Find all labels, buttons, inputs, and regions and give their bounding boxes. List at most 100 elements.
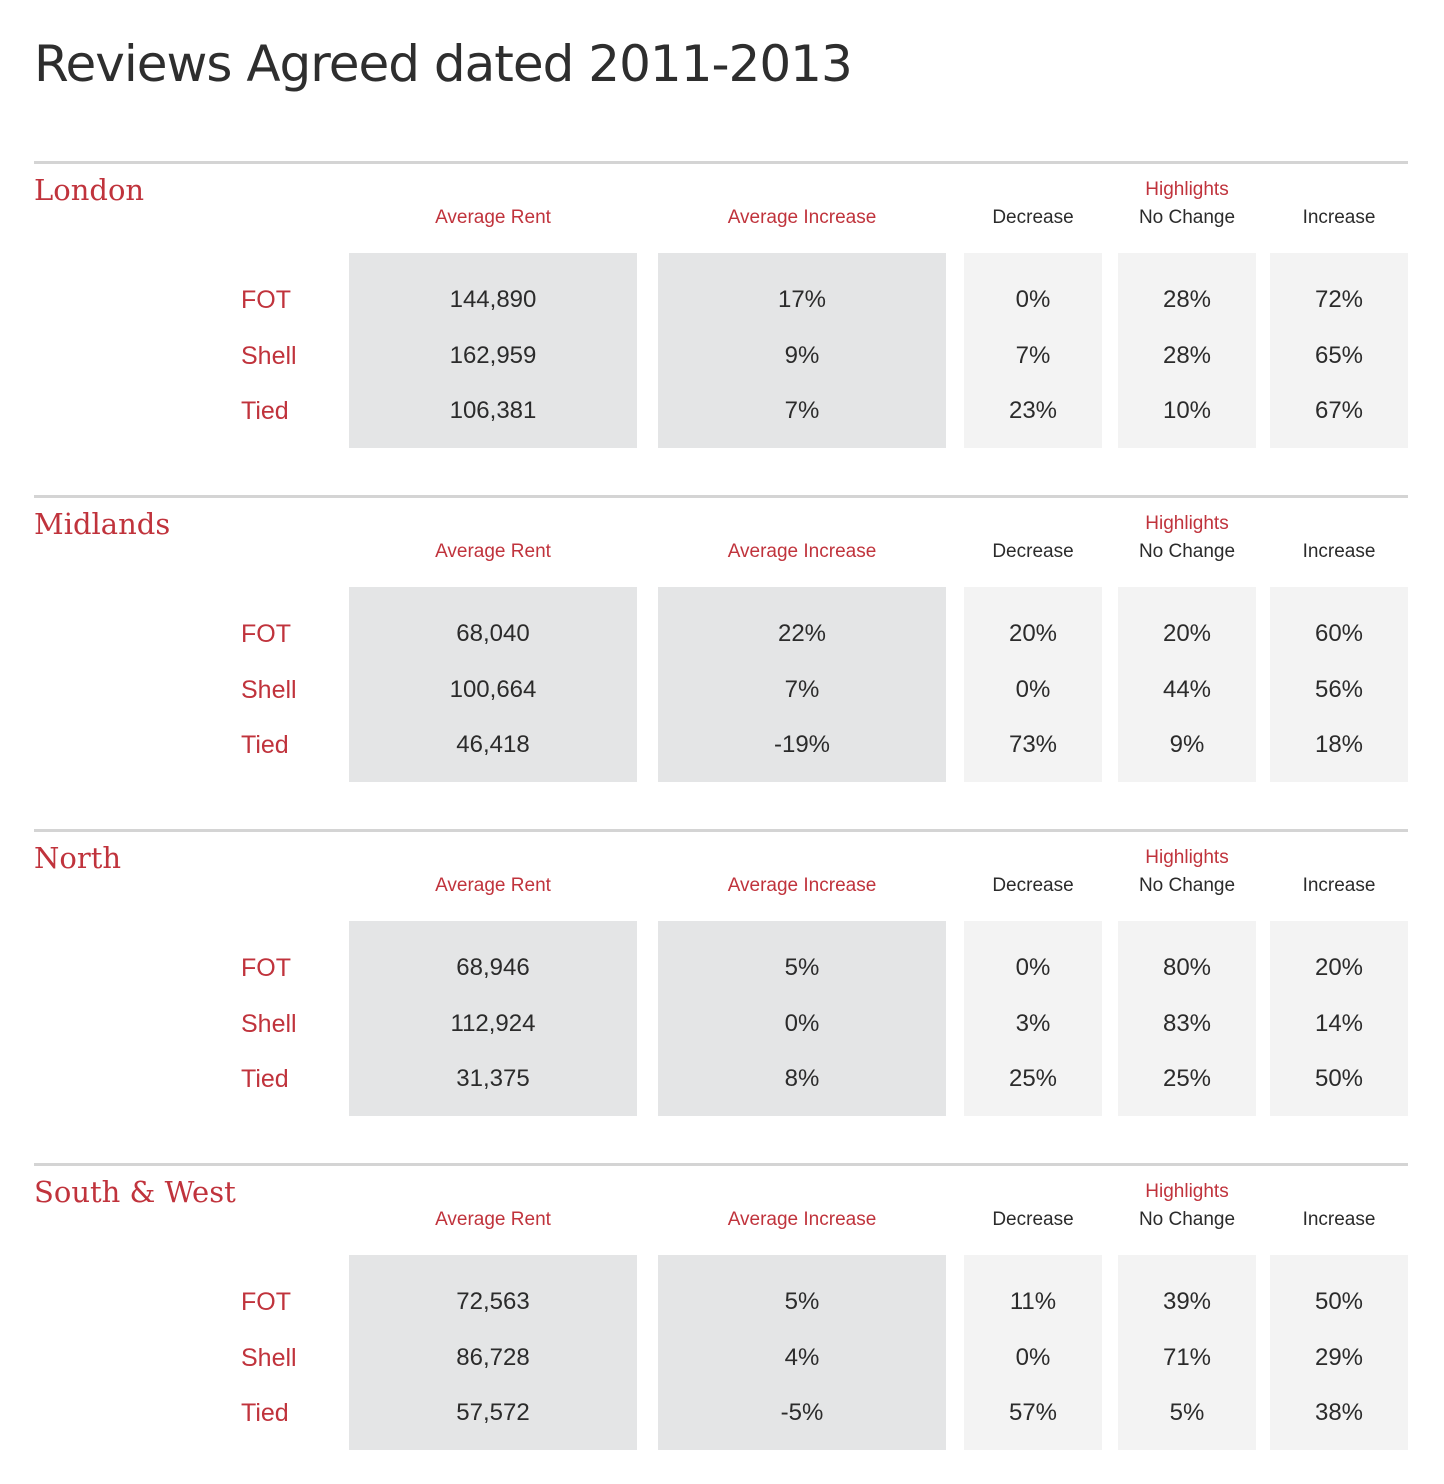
column-header-average-increase: Average Increase — [727, 541, 877, 562]
cell-average-rent: 106,381 — [449, 397, 537, 424]
cell-no-change: 44% — [1162, 676, 1212, 703]
cell-increase: 50% — [1314, 1288, 1364, 1315]
cell-increase: 67% — [1314, 397, 1364, 424]
cell-average-rent: 46,418 — [456, 731, 530, 758]
cell-decrease: 7% — [1015, 342, 1051, 369]
highlights-label: Highlights — [1145, 513, 1229, 534]
cell-no-change: 80% — [1162, 954, 1212, 981]
region-section: North Highlights Average Rent Average Incre… — [34, 829, 1408, 1132]
cell-no-change: 10% — [1162, 397, 1212, 424]
cell-average-increase: 8% — [784, 1065, 820, 1092]
panel-average-increase — [658, 253, 946, 448]
region-name: South & West — [34, 1175, 236, 1209]
panel-average-rent — [349, 253, 637, 448]
panel-decrease — [964, 1255, 1102, 1450]
row-label: Shell — [241, 1344, 297, 1372]
row-label: FOT — [241, 954, 291, 982]
cell-no-change: 28% — [1162, 342, 1212, 369]
column-header-increase: Increase — [1302, 1209, 1376, 1230]
cell-average-increase: 7% — [784, 397, 820, 424]
cell-no-change: 71% — [1162, 1344, 1212, 1371]
column-header-no-change: No Change — [1138, 875, 1236, 896]
panel-average-rent — [349, 921, 637, 1116]
region-name: North — [34, 841, 122, 875]
column-header-average-increase: Average Increase — [727, 207, 877, 228]
cell-no-change: 9% — [1169, 731, 1205, 758]
panel-increase — [1270, 1255, 1408, 1450]
cell-average-increase: -5% — [780, 1399, 824, 1426]
cell-average-rent: 100,664 — [449, 676, 537, 703]
column-header-increase: Increase — [1302, 207, 1376, 228]
column-header-average-rent: Average Rent — [435, 875, 551, 896]
row-label: Tied — [241, 1065, 289, 1093]
row-label: Tied — [241, 731, 289, 759]
cell-increase: 65% — [1314, 342, 1364, 369]
column-header-decrease: Decrease — [992, 541, 1074, 562]
column-header-average-increase: Average Increase — [727, 1209, 877, 1230]
cell-increase: 14% — [1314, 1010, 1364, 1037]
column-header-increase: Increase — [1302, 875, 1376, 896]
cell-increase: 20% — [1314, 954, 1364, 981]
column-header-decrease: Decrease — [992, 207, 1074, 228]
cell-no-change: 39% — [1162, 1288, 1212, 1315]
cell-average-rent: 31,375 — [456, 1065, 530, 1092]
row-label: Shell — [241, 342, 297, 370]
page-title: Reviews Agreed dated 2011-2013 — [34, 35, 853, 93]
cell-average-rent: 144,890 — [449, 286, 537, 313]
panel-increase — [1270, 253, 1408, 448]
column-header-no-change: No Change — [1138, 541, 1236, 562]
cell-average-increase: 0% — [784, 1010, 820, 1037]
cell-average-rent: 86,728 — [456, 1344, 530, 1371]
region-section: South & West Highlights Average Rent Averag… — [34, 1163, 1408, 1466]
column-header-average-rent: Average Rent — [435, 541, 551, 562]
row-label: FOT — [241, 1288, 291, 1316]
panel-average-rent — [349, 587, 637, 782]
panel-decrease — [964, 587, 1102, 782]
highlights-label: Highlights — [1145, 847, 1229, 868]
cell-increase: 56% — [1314, 676, 1364, 703]
cell-decrease: 57% — [1008, 1399, 1058, 1426]
row-label: FOT — [241, 286, 291, 314]
column-header-no-change: No Change — [1138, 1209, 1236, 1230]
cell-average-rent: 57,572 — [456, 1399, 530, 1426]
cell-increase: 38% — [1314, 1399, 1364, 1426]
column-header-decrease: Decrease — [992, 1209, 1074, 1230]
region-section: Midlands Highlights Average Rent Average In… — [34, 495, 1408, 798]
cell-average-increase: 5% — [784, 954, 820, 981]
panel-no-change — [1118, 1255, 1256, 1450]
column-header-average-increase: Average Increase — [727, 875, 877, 896]
highlights-label: Highlights — [1145, 1181, 1229, 1202]
cell-average-increase: 22% — [777, 620, 827, 647]
cell-average-rent: 162,959 — [449, 342, 537, 369]
cell-average-increase: -19% — [773, 731, 831, 758]
cell-no-change: 25% — [1162, 1065, 1212, 1092]
cell-no-change: 28% — [1162, 286, 1212, 313]
cell-average-rent: 112,924 — [450, 1010, 536, 1037]
column-header-decrease: Decrease — [992, 875, 1074, 896]
row-label: Tied — [241, 1399, 289, 1427]
cell-decrease: 0% — [1015, 1344, 1051, 1371]
row-label: FOT — [241, 620, 291, 648]
cell-decrease: 25% — [1008, 1065, 1058, 1092]
cell-decrease: 0% — [1015, 676, 1051, 703]
cell-decrease: 20% — [1008, 620, 1058, 647]
cell-average-increase: 5% — [784, 1288, 820, 1315]
panel-increase — [1270, 587, 1408, 782]
cell-decrease: 11% — [1009, 1288, 1057, 1315]
cell-average-rent: 72,563 — [456, 1288, 530, 1315]
region-name: London — [34, 173, 145, 207]
cell-average-increase: 4% — [784, 1344, 820, 1371]
row-label: Shell — [241, 1010, 297, 1038]
region-section: London Highlights Average Rent Average Incr… — [34, 161, 1408, 464]
cell-increase: 29% — [1314, 1344, 1364, 1371]
panel-decrease — [964, 921, 1102, 1116]
panel-increase — [1270, 921, 1408, 1116]
cell-increase: 18% — [1314, 731, 1364, 758]
panel-no-change — [1118, 587, 1256, 782]
panel-average-rent — [349, 1255, 637, 1450]
cell-average-increase: 7% — [784, 676, 820, 703]
cell-average-increase: 17% — [777, 286, 827, 313]
column-header-average-rent: Average Rent — [435, 1209, 551, 1230]
cell-no-change: 83% — [1162, 1010, 1212, 1037]
panel-decrease — [964, 253, 1102, 448]
